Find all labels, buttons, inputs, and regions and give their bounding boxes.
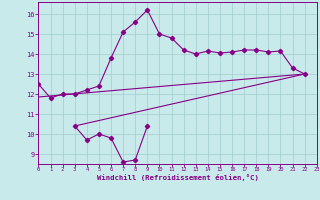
X-axis label: Windchill (Refroidissement éolien,°C): Windchill (Refroidissement éolien,°C) [97, 174, 259, 181]
